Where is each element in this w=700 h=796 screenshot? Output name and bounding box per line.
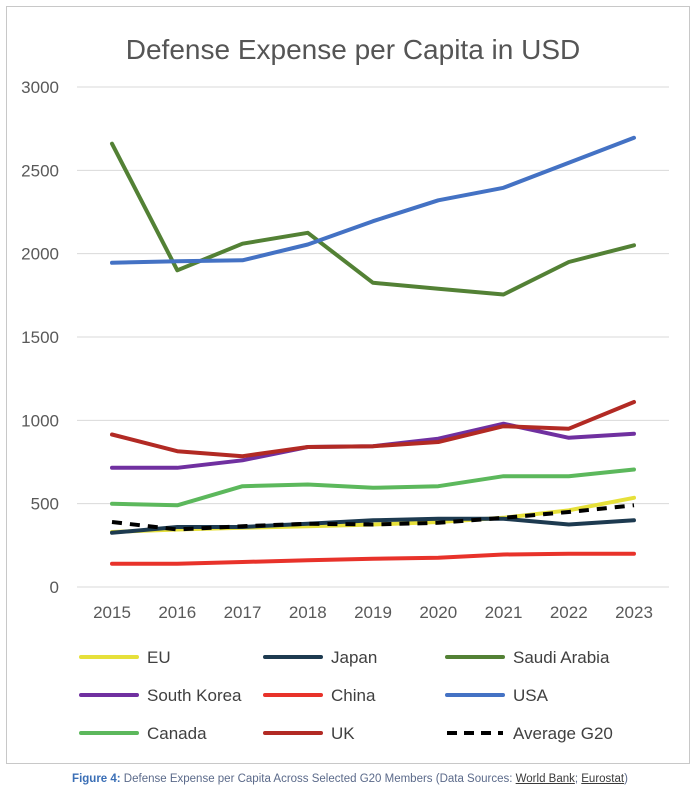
x-tick-label-2016: 2016 (158, 603, 196, 622)
y-tick-label-1000: 1000 (21, 411, 59, 430)
y-tick-label-500: 500 (31, 495, 59, 514)
series-line-japan (110, 516, 636, 535)
x-tick-label-2018: 2018 (289, 603, 327, 622)
y-axis-ticks: 0 500 1000 1500 2000 2500 3000 (21, 78, 59, 597)
series-line-uk (110, 400, 636, 459)
x-tick-label-2022: 2022 (550, 603, 588, 622)
legend: EU Japan Saudi Arabia South Korea China USA Ca… (79, 648, 613, 743)
series-line-china (110, 551, 636, 566)
x-tick-label-2020: 2020 (419, 603, 457, 622)
y-tick-label-1500: 1500 (21, 328, 59, 347)
figure-label: Figure 4: (72, 773, 121, 785)
y-tick-label-2000: 2000 (21, 245, 59, 264)
y-tick-label-3000: 3000 (21, 78, 59, 97)
source-link-world-bank[interactable]: World Bank (515, 773, 575, 785)
y-tick-label-0: 0 (50, 578, 59, 597)
legend-label-average-g20: Average G20 (513, 724, 613, 743)
chart-title: Defense Expense per Capita in USD (126, 34, 580, 65)
legend-label-south-korea: South Korea (147, 686, 242, 705)
line-chart: Defense Expense per Capita in USD 0 500 10… (21, 34, 669, 743)
legend-label-eu: EU (147, 648, 171, 667)
legend-label-canada: Canada (147, 724, 207, 743)
x-tick-label-2017: 2017 (224, 603, 262, 622)
x-axis-ticks: 2015 2016 2017 2018 2019 2020 2021 2022 2023 (93, 603, 653, 622)
legend-label-usa: USA (513, 686, 549, 705)
series-line-average-g20 (111, 503, 635, 532)
x-tick-label-2023: 2023 (615, 603, 653, 622)
legend-label-saudi-arabia: Saudi Arabia (513, 648, 610, 667)
series-line-canada (110, 467, 636, 508)
caption-separator: ; (574, 773, 582, 785)
legend-label-uk: UK (331, 724, 355, 743)
series-line-usa (110, 135, 636, 265)
legend-label-japan: Japan (331, 648, 377, 667)
source-link-eurostat[interactable]: Eurostat (581, 773, 625, 785)
figure-caption: Figure 4: Defense Expense per Capita Acr… (0, 773, 700, 785)
y-tick-label-2500: 2500 (21, 161, 59, 180)
x-tick-label-2021: 2021 (485, 603, 523, 622)
chart-frame: Defense Expense per Capita in USD 0 500 10… (6, 6, 690, 764)
x-tick-label-2019: 2019 (354, 603, 392, 622)
legend-label-china: China (331, 686, 376, 705)
x-tick-label-2015: 2015 (93, 603, 131, 622)
caption-text: Defense Expense per Capita Across Select… (120, 773, 516, 785)
caption-end: ) (624, 773, 628, 785)
series-lines (110, 135, 636, 566)
